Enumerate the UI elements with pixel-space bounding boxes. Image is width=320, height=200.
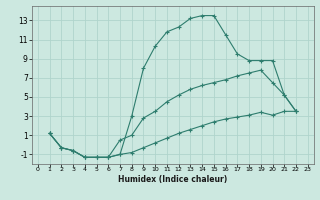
X-axis label: Humidex (Indice chaleur): Humidex (Indice chaleur) [118, 175, 228, 184]
